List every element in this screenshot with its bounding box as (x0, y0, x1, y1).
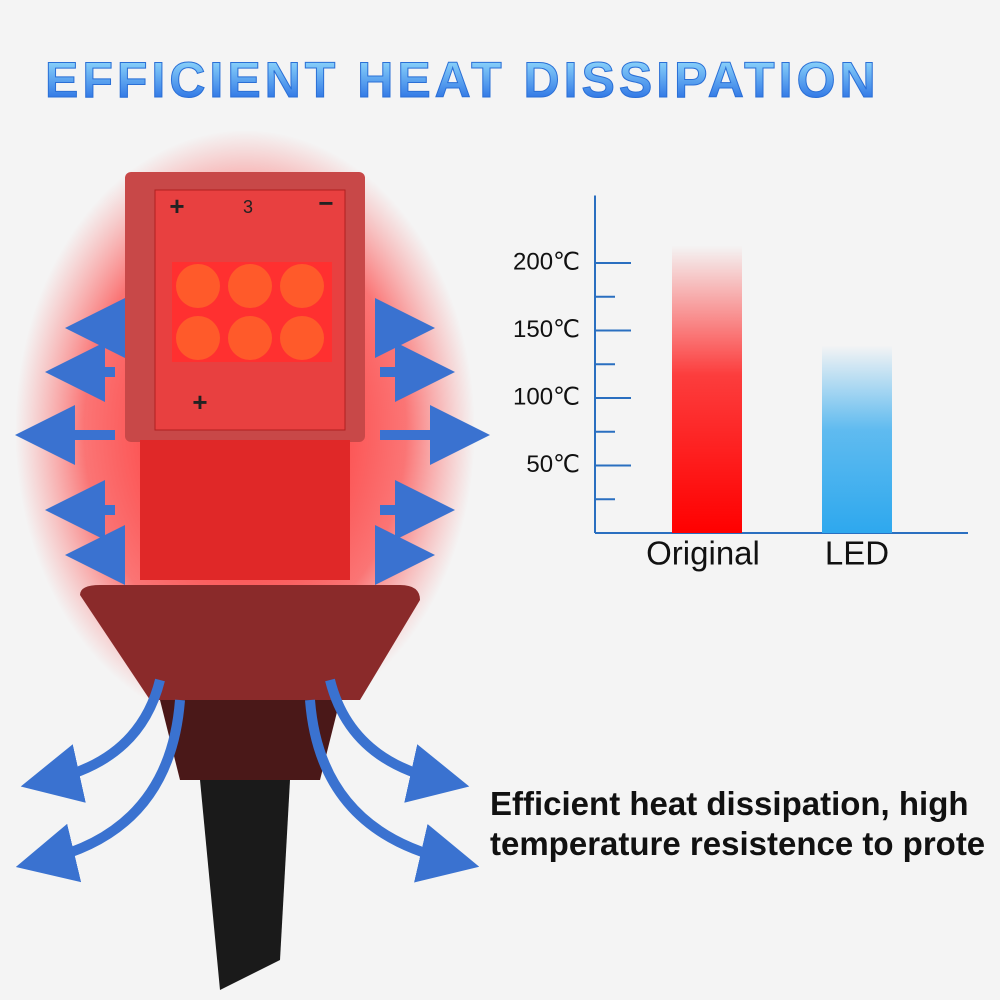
caption-line: temperature resistence to prote (490, 825, 985, 862)
y-tick-label: 100℃ (513, 383, 580, 410)
bulb-stem (200, 780, 290, 990)
y-tick-label: 150℃ (513, 316, 580, 343)
x-tick-label: Original (646, 535, 760, 572)
bulb-illustration: + 3 − + (14, 130, 490, 990)
bulb-label: − (318, 188, 333, 218)
y-tick-label: 50℃ (526, 451, 580, 478)
caption-line: Efficient heat dissipation, high (490, 785, 969, 822)
x-tick-label: LED (825, 535, 889, 572)
bar (672, 245, 742, 533)
bar (822, 345, 892, 533)
bulb-base (160, 700, 340, 780)
y-tick-label: 200℃ (513, 248, 580, 275)
bulb-neck (140, 440, 350, 580)
bulb-label: + (169, 191, 184, 221)
bulb-label: 3 (243, 197, 253, 217)
bulb-flange (80, 585, 420, 700)
headline: EFFICIENT HEAT DISSIPATION (45, 52, 880, 108)
led-chips (172, 262, 332, 362)
heat-arrows (14, 298, 490, 883)
bulb-label: + (192, 387, 207, 417)
